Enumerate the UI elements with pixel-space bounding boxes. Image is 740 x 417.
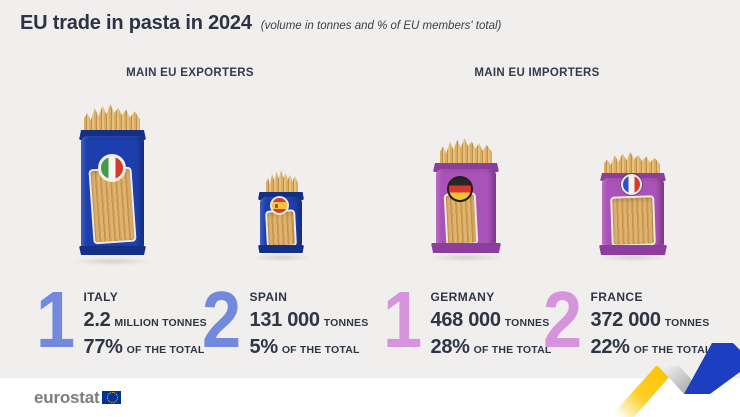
pasta-window [610, 195, 656, 247]
eu-flag-icon [102, 390, 122, 404]
volume-unit: MILLION TONNES [114, 317, 207, 329]
trend-arrow-graphic [570, 322, 740, 417]
italy-flag-icon [98, 154, 126, 182]
share-value: 28% [430, 336, 470, 358]
stat-details: FRANCE 372 000 TONNES 22% OF THE TOTAL [591, 289, 712, 361]
rank-number: 2 [202, 275, 241, 364]
share-value: 77% [83, 336, 123, 358]
pasta-package-italy [72, 100, 152, 266]
page-subtitle: (volume in tonnes and % of EU members' t… [260, 20, 502, 32]
title-bar: EU trade in pasta in 2024 (volume in ton… [20, 12, 501, 35]
volume-value: 131 000 [249, 309, 321, 331]
package-crimp [599, 245, 667, 255]
germany-flag-icon [447, 176, 473, 202]
stat-details: SPAIN 131 000 TONNES 5% OF THE TOTAL [250, 289, 369, 361]
pasta-window [265, 209, 297, 248]
volume-value: 468 000 [430, 309, 502, 331]
country-name: GERMANY [430, 290, 495, 304]
stat-italy: 1 ITALY 2.2 MILLION TONNES 77% OF THE TO… [36, 275, 207, 364]
package-crimp [258, 245, 304, 253]
pasta-package-spain [252, 170, 312, 262]
package-crimp [79, 246, 146, 255]
section-header-exporters: MAIN EU EXPORTERS [126, 67, 254, 79]
package-shadow [252, 253, 312, 262]
package-crimp [79, 130, 146, 140]
stat-details: GERMANY 468 000 TONNES 28% OF THE TOTAL [431, 289, 552, 361]
pasta-package-germany [428, 136, 504, 262]
package-shadow [72, 257, 152, 266]
spaghetti-tuft-icon [604, 152, 660, 176]
page-title: EU trade in pasta in 2024 [20, 12, 252, 34]
share-value: 5% [249, 336, 279, 358]
share-unit: OF THE TOTAL [473, 344, 552, 356]
share-value: 22% [590, 336, 630, 358]
volume-unit: TONNES [504, 317, 550, 329]
rank-number: 2 [543, 275, 582, 364]
volume-value: 2.2 [83, 309, 111, 331]
stat-germany: 1 GERMANY 468 000 TONNES 28% OF THE TOTA… [383, 275, 552, 364]
rank-number: 1 [36, 275, 75, 364]
france-flag-icon [621, 174, 642, 195]
package-shadow [596, 253, 670, 262]
share-unit: OF THE TOTAL [281, 344, 360, 356]
volume-unit: TONNES [664, 317, 710, 329]
rank-number: 1 [383, 275, 422, 364]
stat-france: 2 FRANCE 372 000 TONNES 22% OF THE TOTAL [543, 275, 712, 364]
share-unit: OF THE TOTAL [126, 344, 205, 356]
volume-value: 372 000 [590, 309, 662, 331]
section-header-importers: MAIN EU IMPORTERS [474, 67, 600, 79]
country-name: FRANCE [590, 290, 643, 304]
package-crimp [431, 243, 501, 253]
package-crimp [433, 163, 499, 172]
stat-spain: 2 SPAIN 131 000 TONNES 5% OF THE TOTAL [202, 275, 369, 364]
spaghetti-tuft-icon [440, 138, 492, 166]
spaghetti-tuft-icon [84, 104, 140, 134]
share-unit: OF THE TOTAL [633, 344, 712, 356]
package-shadow [428, 253, 504, 262]
country-name: ITALY [83, 290, 119, 304]
stat-details: ITALY 2.2 MILLION TONNES 77% OF THE TOTA… [84, 289, 207, 361]
eurostat-logo: eurostat [34, 388, 122, 407]
spain-flag-icon [270, 196, 289, 215]
pasta-package-france [596, 150, 670, 262]
country-name: SPAIN [249, 290, 288, 304]
trend-arrow-icon [610, 343, 740, 417]
volume-unit: TONNES [323, 317, 369, 329]
eurostat-logo-text: eurostat [34, 388, 100, 407]
